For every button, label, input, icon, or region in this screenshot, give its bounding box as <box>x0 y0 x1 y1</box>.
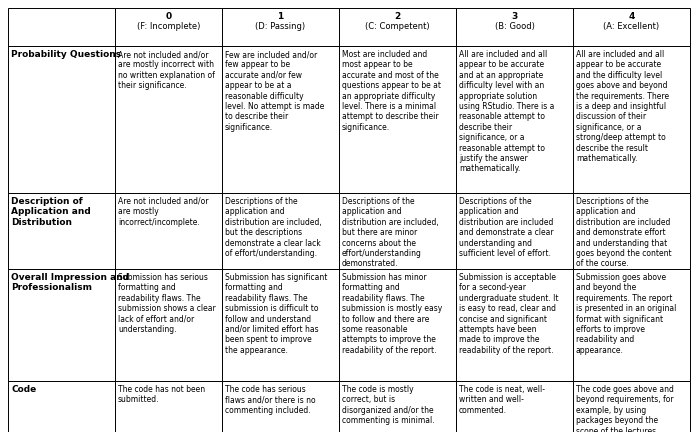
Text: (A: Excellent): (A: Excellent) <box>603 22 659 31</box>
Text: Descriptions of the
application and
distribution are included
and demonstrate ef: Descriptions of the application and dist… <box>576 197 671 268</box>
Bar <box>8 193 115 269</box>
Bar <box>115 193 222 269</box>
Text: 0: 0 <box>165 12 172 21</box>
Text: Submission has serious
formatting and
readability flaws. The
submission shows a : Submission has serious formatting and re… <box>118 273 216 334</box>
Text: Code: Code <box>11 385 36 394</box>
Text: The code is neat, well-
written and well-
commented.: The code is neat, well- written and well… <box>459 385 545 415</box>
Text: Submission is acceptable
for a second-year
undergraduate student. It
is easy to : Submission is acceptable for a second-ye… <box>459 273 559 355</box>
Text: (B: Good): (B: Good) <box>495 22 534 31</box>
Text: The code is mostly
correct, but is
disorganized and/or the
commenting is minimal: The code is mostly correct, but is disor… <box>342 385 435 425</box>
Bar <box>339 46 456 193</box>
Bar <box>222 8 339 46</box>
Text: Description of
Application and
Distribution: Description of Application and Distribut… <box>11 197 91 227</box>
Text: 4: 4 <box>629 12 635 21</box>
Text: Overall Impression and
Professionalism: Overall Impression and Professionalism <box>11 273 129 292</box>
Bar <box>573 269 690 381</box>
Text: All are included and all
appear to be accurate
and the difficulty level
goes abo: All are included and all appear to be ac… <box>576 50 669 163</box>
Bar <box>456 8 573 46</box>
Bar <box>8 269 115 381</box>
Text: Most are included and
most appear to be
accurate and most of the
questions appea: Most are included and most appear to be … <box>342 50 441 132</box>
Text: 3: 3 <box>512 12 517 21</box>
Bar <box>115 8 222 46</box>
Text: Descriptions of the
application and
distribution are included
and demonstrate a : Descriptions of the application and dist… <box>459 197 554 258</box>
Text: All are included and all
appear to be accurate
and at an appropriate
difficulty : All are included and all appear to be ac… <box>459 50 554 173</box>
Bar <box>456 381 573 432</box>
Bar <box>8 8 115 46</box>
Text: (D: Passing): (D: Passing) <box>256 22 306 31</box>
Bar <box>115 269 222 381</box>
Bar <box>339 269 456 381</box>
Text: The code has not been
submitted.: The code has not been submitted. <box>118 385 205 404</box>
Bar <box>573 193 690 269</box>
Bar <box>115 381 222 432</box>
Text: Few are included and/or
few appear to be
accurate and/or few
appear to be at a
r: Few are included and/or few appear to be… <box>225 50 324 132</box>
Bar <box>573 46 690 193</box>
Bar <box>339 193 456 269</box>
Text: The code has serious
flaws and/or there is no
commenting included.: The code has serious flaws and/or there … <box>225 385 316 415</box>
Text: Submission goes above
and beyond the
requirements. The report
is presented in an: Submission goes above and beyond the req… <box>576 273 676 355</box>
Bar <box>339 8 456 46</box>
Bar <box>456 269 573 381</box>
Bar <box>222 193 339 269</box>
Text: Probability Questions: Probability Questions <box>11 50 121 59</box>
Bar <box>222 381 339 432</box>
Bar <box>8 46 115 193</box>
Bar <box>456 193 573 269</box>
Text: Submission has significant
formatting and
readability flaws. The
submission is d: Submission has significant formatting an… <box>225 273 328 355</box>
Text: Are not included and/or
are mostly
incorrect/incomplete.: Are not included and/or are mostly incor… <box>118 197 209 227</box>
Text: Descriptions of the
application and
distribution are included,
but the descripti: Descriptions of the application and dist… <box>225 197 322 258</box>
Bar <box>339 381 456 432</box>
Bar <box>573 8 690 46</box>
Text: (C: Competent): (C: Competent) <box>365 22 430 31</box>
Text: 2: 2 <box>394 12 400 21</box>
Text: Submission has minor
formatting and
readability flaws. The
submission is mostly : Submission has minor formatting and read… <box>342 273 442 355</box>
Bar <box>573 381 690 432</box>
Text: Descriptions of the
application and
distribution are included,
but there are min: Descriptions of the application and dist… <box>342 197 439 268</box>
Bar <box>115 46 222 193</box>
Text: (F: Incomplete): (F: Incomplete) <box>136 22 200 31</box>
Bar <box>222 269 339 381</box>
Bar <box>222 46 339 193</box>
Bar <box>8 381 115 432</box>
Text: The code goes above and
beyond requirements, for
example, by using
packages beyo: The code goes above and beyond requireme… <box>576 385 674 432</box>
Text: Are not included and/or
are mostly incorrect with
no written explanation of
thei: Are not included and/or are mostly incor… <box>118 50 215 90</box>
Text: 1: 1 <box>277 12 284 21</box>
Bar <box>456 46 573 193</box>
